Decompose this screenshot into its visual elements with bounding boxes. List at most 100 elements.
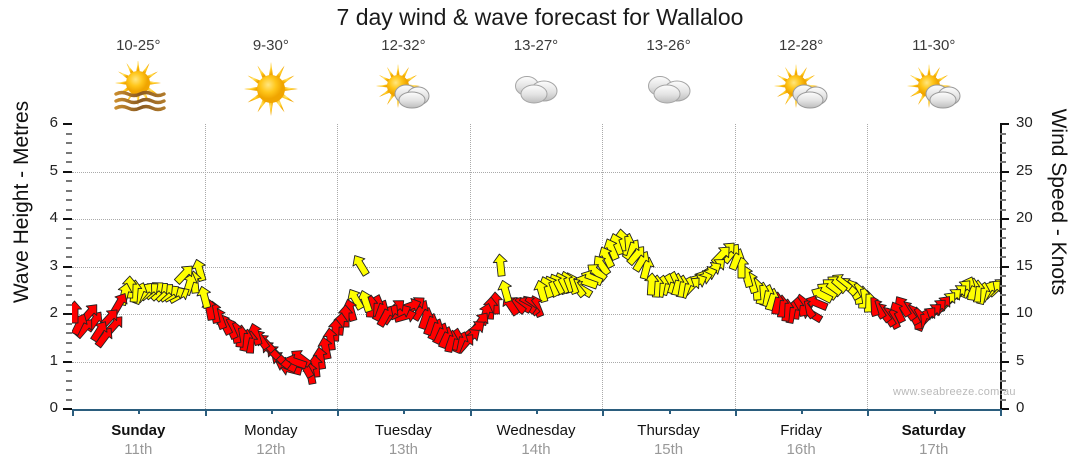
y-axis-left-minor-tick	[66, 227, 72, 230]
x-axis-day-tick	[734, 409, 737, 416]
y-axis-right-minor-tick	[1000, 161, 1006, 163]
y-axis-right-tick	[1000, 408, 1009, 410]
day-temperature-range: 9-30°	[252, 37, 289, 54]
wind-arrow	[496, 279, 516, 304]
day-footer-thursday: Thursday 15th	[602, 422, 735, 459]
y-axis-right-tick-label: 30	[1016, 114, 1033, 131]
day-footer-monday: Monday 12th	[205, 422, 338, 459]
y-axis-left-tick-label: 5	[49, 161, 58, 179]
y-axis-left-minor-tick	[66, 351, 72, 353]
day-footer-sunday: Sunday 11th	[72, 422, 205, 459]
day-temperature-range: 12-32°	[381, 37, 426, 54]
y-axis-right-minor-tick	[1000, 370, 1006, 372]
y-axis-left-title: Wave Height - Metres	[10, 100, 33, 304]
x-axis-day-tick	[469, 409, 472, 416]
x-axis-day-tick	[867, 409, 870, 416]
x-axis-halfday-tick	[801, 409, 804, 414]
y-axis-right-minor-tick	[1000, 294, 1006, 296]
x-axis-halfday-tick	[403, 409, 406, 414]
day-footer-wednesday: Wednesday 14th	[470, 422, 603, 459]
day-date-label: 13th	[388, 441, 419, 458]
y-axis-left-minor-tick	[66, 275, 72, 277]
wind-arrow	[190, 258, 211, 283]
y-axis-left-tick	[63, 265, 72, 268]
y-axis-left-minor-tick	[66, 189, 72, 192]
gridline-day-divider	[867, 124, 869, 409]
day-header-friday: 12-28°	[735, 38, 868, 126]
wind-arrow	[643, 272, 659, 296]
y-axis-right-minor-tick	[1000, 341, 1006, 344]
y-axis-left-tick	[63, 408, 72, 410]
y-axis-right-tick-label: 15	[1016, 256, 1033, 274]
y-axis-left-tick-label: 3	[49, 256, 58, 274]
y-axis-right-minor-tick	[1000, 256, 1006, 258]
y-axis-right-title: Wind Speed - Knots	[1047, 108, 1070, 296]
y-axis-left-minor-tick	[66, 332, 72, 334]
y-axis-left-tick-label: 1	[49, 351, 58, 369]
x-axis-halfday-tick	[138, 409, 141, 414]
cloudy-icon	[470, 60, 603, 118]
day-name-label: Tuesday	[374, 422, 432, 439]
day-header-sunday: 10-25°	[72, 38, 205, 126]
y-axis-left-minor-tick	[66, 142, 72, 144]
y-axis-left-minor-tick	[66, 370, 72, 372]
y-axis-left-tick	[63, 170, 72, 173]
y-axis-right-minor-tick	[1000, 379, 1006, 382]
y-axis-right-minor-tick	[1000, 151, 1006, 154]
gridline-horizontal	[72, 171, 1000, 173]
day-header-thursday: 13-26°	[602, 38, 735, 126]
wind-arrow	[492, 253, 509, 277]
wind-arrow	[337, 304, 353, 328]
x-axis-day-tick	[337, 409, 340, 416]
y-axis-right-tick-label: 25	[1016, 161, 1033, 179]
y-axis-right-tick	[1000, 265, 1009, 268]
y-axis-left-minor-tick	[66, 379, 72, 382]
gridline-horizontal	[72, 361, 1000, 363]
day-header-wednesday: 13-27°	[470, 38, 603, 126]
y-axis-right-minor-tick	[1000, 351, 1006, 353]
y-axis-left-minor-tick	[66, 398, 72, 401]
y-axis-right-tick	[1000, 218, 1009, 220]
wind-arrow	[343, 286, 367, 313]
wind-arrow	[348, 251, 372, 278]
y-axis-left-minor-tick	[66, 294, 72, 296]
day-date-label: 14th	[521, 441, 551, 458]
day-temperature-range: 13-27°	[513, 37, 559, 54]
day-date-label: 17th	[919, 441, 949, 458]
y-axis-left-minor-tick	[66, 322, 72, 325]
y-axis-left-minor-tick	[66, 151, 72, 154]
wind-arrow	[172, 261, 198, 287]
y-axis-left-minor-tick	[66, 132, 72, 135]
sun-cloud-icon	[337, 60, 470, 118]
y-axis-right-minor-tick	[1000, 132, 1006, 135]
gridline-day-divider	[204, 124, 206, 409]
y-axis-right-tick-label: 0	[1016, 399, 1025, 416]
day-temperature-range: 12-28°	[778, 37, 824, 54]
day-name-label: Saturday	[901, 422, 966, 439]
x-axis-halfday-tick	[668, 409, 671, 414]
y-axis-right-tick	[1000, 123, 1009, 125]
y-axis-left-minor-tick	[66, 256, 72, 258]
y-axis-right-minor-tick	[1000, 332, 1006, 334]
page-title: 7 day wind & wave forecast for Wallaloo	[336, 4, 744, 30]
wind-arrow	[531, 279, 551, 304]
y-axis-right-tick	[1000, 313, 1009, 315]
y-axis-left-tick	[63, 313, 72, 315]
y-axis-left-minor-tick	[66, 237, 72, 239]
y-axis-right-minor-tick	[1000, 303, 1006, 306]
wind-arrow	[322, 327, 340, 351]
y-axis-left-tick	[63, 360, 72, 363]
day-temperature-range: 13-26°	[646, 37, 691, 54]
x-axis-day-tick	[72, 409, 74, 416]
day-date-label: 12th	[256, 441, 286, 458]
wind-arrow-series	[72, 124, 1000, 409]
x-axis-halfday-tick	[536, 409, 538, 414]
y-axis-right-tick-label: 5	[1016, 351, 1025, 369]
day-name-label: Wednesday	[496, 422, 576, 439]
y-axis-left-minor-tick	[66, 161, 72, 163]
gridline-horizontal	[72, 219, 1000, 220]
day-header-saturday: 11-30°	[867, 38, 1000, 126]
day-name-label: Friday	[780, 422, 822, 439]
x-axis-day-tick	[1000, 409, 1002, 416]
